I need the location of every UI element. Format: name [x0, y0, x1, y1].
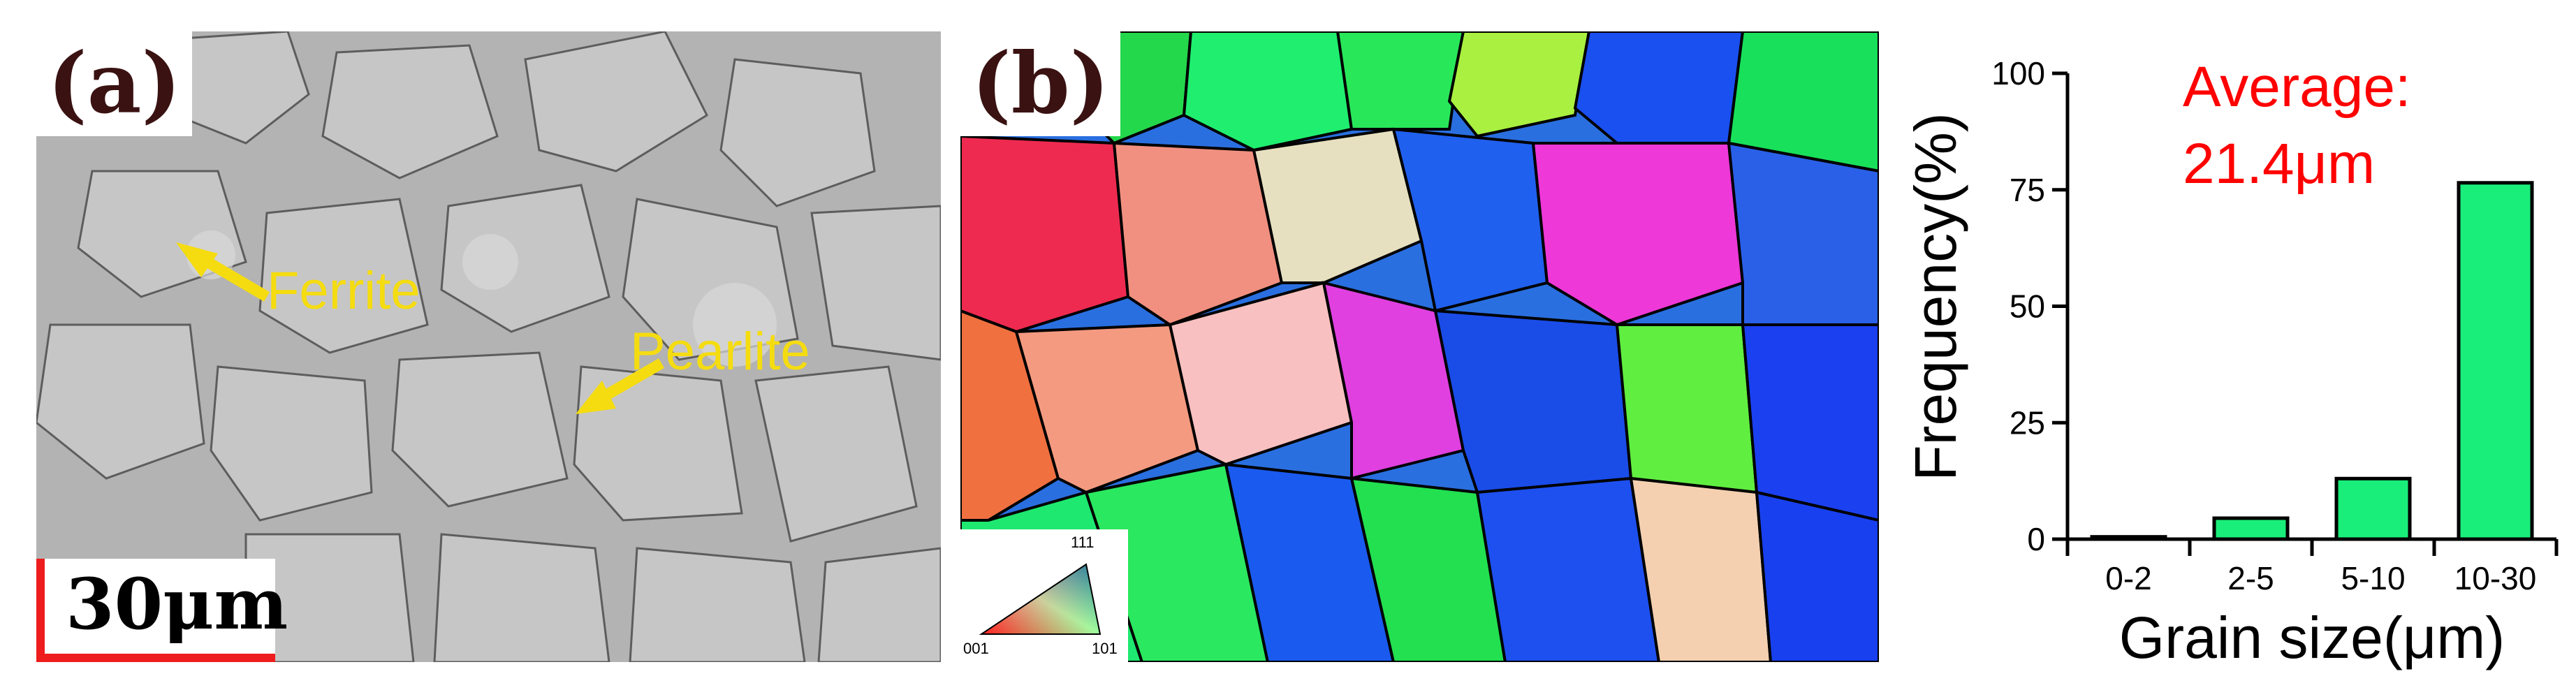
panel-b-label: (b) — [960, 31, 1121, 136]
x-tick-label: 5-10 — [2341, 560, 2405, 596]
grain-size-chart: 0 25 50 75 100 0-2 2-5 5-10 10-30 Frequency(%) … — [1886, 0, 2576, 690]
sem-micrograph-panel: (a) Ferrite Pearlite 30μm — [36, 31, 941, 662]
y-tick-label: 100 — [1991, 55, 2045, 91]
x-tick-label: 2-5 — [2227, 560, 2274, 596]
y-axis-label: Frequency(%) — [1903, 112, 1968, 481]
bar-2-5 — [2212, 516, 2290, 541]
annotation-arrows — [176, 242, 665, 414]
scale-bar: 30μm — [36, 559, 288, 662]
bar-0-2 — [2090, 535, 2167, 541]
y-tick-label: 25 — [2010, 404, 2045, 441]
ebsd-map-panel: (b) 111 001 101 — [960, 31, 1879, 662]
y-tick-label: 0 — [2027, 521, 2045, 557]
x-tick-label: 10-30 — [2454, 560, 2537, 596]
ipf-label-001: 001 — [963, 640, 989, 657]
ferrite-label: Ferrite — [267, 261, 420, 321]
average-line-1: Average: — [2183, 55, 2411, 119]
x-tick-label: 0-2 — [2105, 560, 2151, 596]
y-tick-label: 75 — [2010, 172, 2045, 208]
panel-a-label: (a) — [36, 31, 193, 136]
scale-bar-label: 30μm — [66, 563, 288, 645]
ipf-triangle-icon — [979, 563, 1102, 635]
bar-5-10 — [2334, 476, 2412, 541]
bar-10-30 — [2457, 181, 2534, 541]
y-tick-label: 50 — [2010, 288, 2045, 325]
pearlite-label: Pearlite — [630, 322, 810, 381]
ipf-label-101: 101 — [1092, 640, 1118, 657]
sem-micrograph-image — [36, 31, 941, 662]
average-line-2: 21.4μm — [2183, 132, 2376, 196]
x-axis-label: Grain size(μm) — [2119, 605, 2505, 670]
ipf-color-key: 111 001 101 — [960, 529, 1128, 662]
ipf-label-111: 111 — [1071, 534, 1095, 551]
